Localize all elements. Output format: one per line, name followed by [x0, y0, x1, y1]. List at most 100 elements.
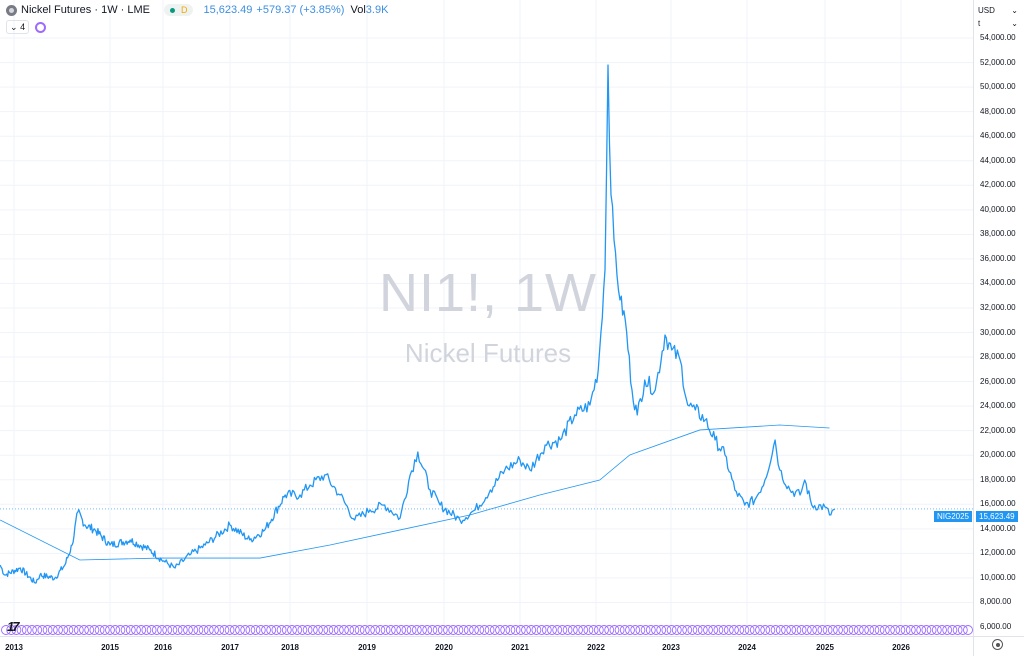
event-marker-icon[interactable] [198, 625, 209, 635]
event-marker-icon[interactable] [99, 625, 110, 635]
event-marker-icon[interactable] [833, 625, 843, 635]
event-marker-icon[interactable] [417, 625, 427, 635]
event-marker-icon[interactable] [957, 625, 968, 635]
event-marker-icon[interactable] [79, 625, 89, 635]
event-marker-icon[interactable] [287, 625, 297, 635]
event-marker-icon[interactable] [16, 625, 27, 635]
event-marker-icon[interactable] [307, 625, 318, 635]
event-marker-icon[interactable] [500, 625, 511, 635]
event-marker-icon[interactable] [167, 625, 178, 635]
unit-selector[interactable]: t ⌄ [978, 19, 1018, 28]
event-marker-icon[interactable] [635, 625, 646, 635]
event-marker-icon[interactable] [422, 625, 433, 635]
event-marker-icon[interactable] [567, 625, 578, 635]
event-marker-icon[interactable] [911, 625, 921, 635]
event-marker-icon[interactable] [437, 625, 448, 635]
event-marker-icon[interactable] [739, 625, 750, 635]
event-marker-icon[interactable] [760, 625, 771, 635]
event-marker-icon[interactable] [521, 625, 531, 635]
event-marker-icon[interactable] [219, 625, 230, 635]
events-indicator-icon[interactable] [35, 21, 47, 33]
event-marker-icon[interactable] [162, 625, 173, 635]
event-marker-icon[interactable] [58, 625, 69, 635]
event-marker-icon[interactable] [536, 625, 547, 635]
event-marker-icon[interactable] [692, 625, 703, 635]
event-marker-icon[interactable] [963, 625, 973, 635]
event-marker-icon[interactable] [593, 625, 604, 635]
event-marker-icon[interactable] [755, 625, 765, 635]
event-marker-icon[interactable] [921, 625, 932, 635]
event-marker-icon[interactable] [489, 625, 500, 635]
event-marker-icon[interactable] [229, 625, 240, 635]
event-marker-icon[interactable] [385, 625, 396, 635]
event-marker-icon[interactable] [853, 625, 864, 635]
event-marker-icon[interactable] [266, 625, 277, 635]
event-marker-icon[interactable] [619, 625, 630, 635]
event-marker-icon[interactable] [609, 625, 620, 635]
event-marker-icon[interactable] [391, 625, 401, 635]
event-marker-icon[interactable] [531, 625, 542, 635]
event-marker-icon[interactable] [292, 625, 303, 635]
event-marker-icon[interactable] [671, 625, 682, 635]
event-marker-icon[interactable] [6, 625, 17, 635]
event-marker-icon[interactable] [734, 625, 745, 635]
event-marker-icon[interactable] [697, 625, 708, 635]
event-marker-icon[interactable] [214, 625, 225, 635]
event-marker-icon[interactable] [302, 625, 313, 635]
event-marker-icon[interactable] [344, 625, 355, 635]
tradingview-logo[interactable]: 17 [7, 619, 20, 634]
event-marker-icon[interactable] [151, 625, 162, 635]
event-marker-icon[interactable] [53, 625, 63, 635]
event-marker-icon[interactable] [557, 625, 568, 635]
event-marker-icon[interactable] [859, 625, 869, 635]
event-marker-icon[interactable] [463, 625, 474, 635]
event-marker-icon[interactable] [879, 625, 890, 635]
event-marker-icon[interactable] [453, 625, 464, 635]
event-marker-icon[interactable] [604, 625, 615, 635]
event-marker-icon[interactable] [796, 625, 807, 635]
event-marker-icon[interactable] [827, 625, 838, 635]
event-marker-icon[interactable] [791, 625, 802, 635]
event-marker-icon[interactable] [599, 625, 609, 635]
event-marker-icon[interactable] [723, 625, 734, 635]
event-marker-icon[interactable] [349, 625, 360, 635]
event-marker-icon[interactable] [125, 625, 136, 635]
symbol-title[interactable]: Nickel Futures · 1W · LME [21, 4, 150, 16]
event-marker-icon[interactable] [526, 625, 537, 635]
event-marker-icon[interactable] [271, 625, 282, 635]
event-marker-icon[interactable] [146, 625, 157, 635]
price-line[interactable] [0, 64, 836, 584]
event-marker-icon[interactable] [822, 625, 833, 635]
event-marker-icon[interactable] [947, 625, 958, 635]
event-marker-icon[interactable] [573, 625, 583, 635]
event-marker-icon[interactable] [427, 625, 438, 635]
event-marker-icon[interactable] [770, 625, 781, 635]
event-marker-icon[interactable] [885, 625, 895, 635]
event-marker-icon[interactable] [718, 625, 729, 635]
event-marker-icon[interactable] [333, 625, 344, 635]
event-marker-icon[interactable] [588, 625, 599, 635]
event-marker-icon[interactable] [640, 625, 651, 635]
event-marker-icon[interactable] [687, 625, 698, 635]
event-marker-icon[interactable] [651, 625, 661, 635]
event-marker-icon[interactable] [630, 625, 641, 635]
event-marker-icon[interactable] [73, 625, 84, 635]
event-marker-icon[interactable] [32, 625, 43, 635]
event-marker-icon[interactable] [713, 625, 724, 635]
event-marker-icon[interactable] [443, 625, 453, 635]
event-marker-icon[interactable] [547, 625, 557, 635]
event-marker-icon[interactable] [931, 625, 942, 635]
event-marker-icon[interactable] [193, 625, 204, 635]
event-marker-icon[interactable] [47, 625, 58, 635]
event-marker-icon[interactable] [708, 625, 719, 635]
event-marker-icon[interactable] [183, 625, 193, 635]
event-marker-icon[interactable] [479, 625, 490, 635]
event-marker-icon[interactable] [94, 625, 105, 635]
event-marker-icon[interactable] [848, 625, 859, 635]
event-marker-icon[interactable] [510, 625, 521, 635]
event-marker-icon[interactable] [328, 625, 339, 635]
event-marker-icon[interactable] [952, 625, 963, 635]
event-marker-icon[interactable] [937, 625, 947, 635]
event-marker-icon[interactable] [250, 625, 261, 635]
event-marker-icon[interactable] [68, 625, 79, 635]
